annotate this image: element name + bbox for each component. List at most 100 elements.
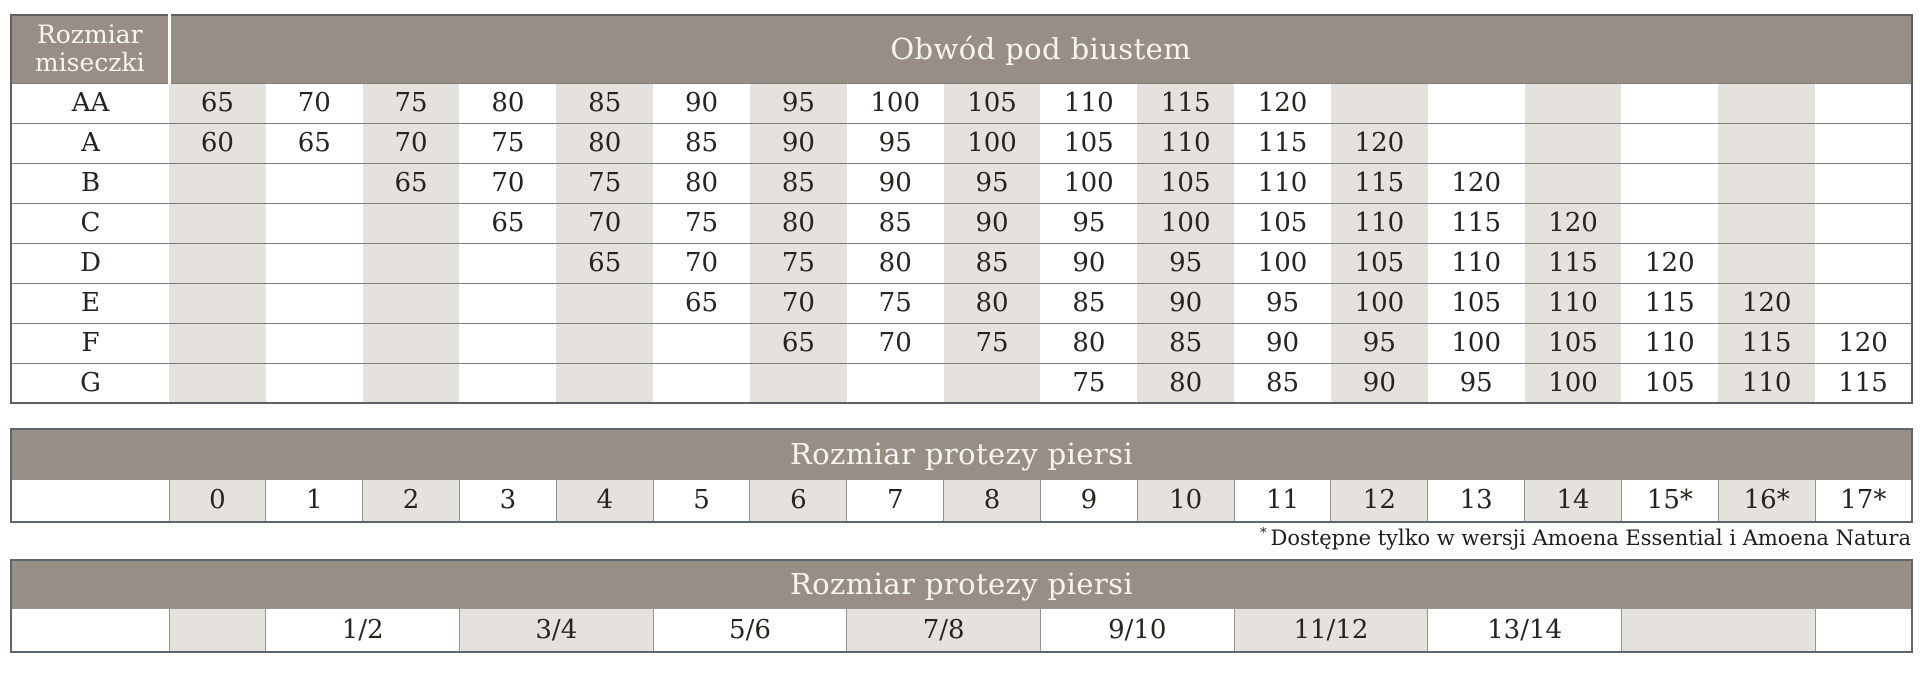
band-size-cell xyxy=(266,283,363,323)
paired-size-cell xyxy=(168,607,267,653)
band-size-cell xyxy=(1815,243,1912,283)
band-row: D 65 70 75 80 85 90 95 100 105 110 115 120 xyxy=(11,243,1912,283)
cup-size-label: F xyxy=(11,323,169,363)
footnote-text: Dostępne tylko w wersji Amoena Essential… xyxy=(1270,526,1911,550)
size-chart: Rozmiar miseczki Obwód pod biustem AA 65 7… xyxy=(10,14,1913,653)
empty-label-cell xyxy=(10,478,170,523)
band-row: E 65 70 75 80 85 90 95 100 105 110 115 120 xyxy=(11,283,1912,323)
band-size-cell: 70 xyxy=(556,203,654,243)
underbust-table-body: AA 65 70 75 80 85 90 95 100 105 110 115 120 A 60 65 70 75… xyxy=(11,83,1912,403)
underbust-header-row: Rozmiar miseczki Obwód pod biustem xyxy=(11,15,1912,83)
band-size-cell xyxy=(169,203,266,243)
band-size-cell xyxy=(1621,83,1718,123)
footnote: * Dostępne tylko w wersji Amoena Essentia… xyxy=(10,526,1913,556)
band-size-cell: 75 xyxy=(685,208,719,238)
band-size-cell: 85 xyxy=(878,208,912,238)
band-size-cell: 65 xyxy=(362,163,460,203)
band-size-cell: 95 xyxy=(749,83,847,123)
band-size-cell: 120 xyxy=(1257,88,1308,118)
cup-size-label: G xyxy=(11,363,169,403)
band-size-cell: 70 xyxy=(685,248,719,278)
band-size-cell: 100 xyxy=(1524,363,1622,403)
band-size-cell xyxy=(556,283,654,323)
prosthesis-size-cell: 6 xyxy=(749,478,848,523)
prosthesis-size-cell: 11 xyxy=(1233,478,1332,523)
paired-table-header: Rozmiar protezy piersi xyxy=(11,560,1912,608)
band-size-cell xyxy=(1330,83,1428,123)
paired-size-cell: 1/2 xyxy=(265,607,460,653)
band-size-cell: 85 xyxy=(685,128,719,158)
underbust-main-header: Obwód pod biustem xyxy=(169,15,1912,83)
prosthesis-size-cell: 15* xyxy=(1620,478,1719,523)
band-size-cell: 105 xyxy=(943,83,1041,123)
prosthesis-size-cell: 5 xyxy=(652,478,751,523)
band-size-cell xyxy=(266,243,363,283)
band-size-cell: 80 xyxy=(943,283,1041,323)
band-size-cell: 85 xyxy=(1137,323,1235,363)
cup-size-label: E xyxy=(11,283,169,323)
band-size-cell: 120 xyxy=(1524,203,1622,243)
cup-size-label: B xyxy=(11,163,169,203)
band-size-cell: 110 xyxy=(1451,248,1501,278)
prosthesis-size-cell: 17* xyxy=(1814,478,1913,523)
band-size-cell xyxy=(459,283,556,323)
prosthesis-size-cell: 12 xyxy=(1330,478,1429,523)
band-row: F 65 70 75 80 85 90 95 100 105 110 115 120 xyxy=(11,323,1912,363)
band-size-cell xyxy=(943,363,1041,403)
band-size-cell: 85 xyxy=(943,243,1041,283)
band-size-cell xyxy=(653,323,750,363)
band-size-cell: 90 xyxy=(1137,283,1235,323)
cup-size-label: D xyxy=(11,243,169,283)
band-size-cell xyxy=(556,363,654,403)
prosthesis-size-cell: 8 xyxy=(943,478,1041,523)
band-size-cell: 100 xyxy=(1064,168,1114,198)
band-size-cell: 115 xyxy=(1330,163,1428,203)
band-size-cell xyxy=(1524,83,1622,123)
band-size-cell: 95 xyxy=(1459,367,1493,398)
prosthesis-size-row: 0 1 2 3 4 5 6 7 8 9 10 11 12 13 14 15* 16* 17* xyxy=(10,478,1913,523)
band-size-cell: 115 xyxy=(1718,323,1816,363)
band-size-cell: 105 xyxy=(1064,128,1114,158)
band-size-cell xyxy=(1718,203,1816,243)
band-row: G 75 80 85 90 95 100 105 110 115 xyxy=(11,363,1912,403)
cup-size-label: A xyxy=(11,123,169,163)
band-size-cell xyxy=(169,163,266,203)
band-size-cell: 75 xyxy=(1072,367,1106,398)
prosthesis-size-cell: 14 xyxy=(1524,478,1622,523)
band-size-cell xyxy=(266,203,363,243)
band-size-cell xyxy=(1524,123,1622,163)
prosthesis-size-cell: 4 xyxy=(555,478,654,523)
band-row: C 65 70 75 80 85 90 95 100 105 110 115 120 xyxy=(11,203,1912,243)
band-size-cell xyxy=(1524,163,1622,203)
underbust-size-table: Rozmiar miseczki Obwód pod biustem AA 65 7… xyxy=(10,14,1913,404)
band-size-cell: 80 xyxy=(878,248,912,278)
band-size-cell xyxy=(1815,283,1912,323)
band-size-cell: 90 xyxy=(878,168,912,198)
empty-label-cell xyxy=(10,607,170,653)
paired-size-cell: 11/12 xyxy=(1233,607,1429,653)
band-size-cell xyxy=(1815,83,1912,123)
paired-prosthesis-size-table: Rozmiar protezy piersi 1/2 3/4 5/6 7/8 9/10 1… xyxy=(10,559,1913,653)
band-size-cell xyxy=(169,323,266,363)
band-size-cell: 115 xyxy=(1257,128,1308,158)
band-size-cell: 90 xyxy=(943,203,1041,243)
band-size-cell: 100 xyxy=(1257,248,1308,278)
band-size-cell: 85 xyxy=(749,163,847,203)
band-size-cell: 100 xyxy=(943,123,1041,163)
band-size-cell xyxy=(459,323,556,363)
band-size-cell: 120 xyxy=(1645,248,1695,278)
band-size-cell xyxy=(169,243,266,283)
prosthesis-size-cell: 16* xyxy=(1717,478,1816,523)
band-size-cell xyxy=(653,363,750,403)
band-size-cell xyxy=(362,203,460,243)
prosthesis-size-cell: 1 xyxy=(265,478,364,523)
band-row: AA 65 70 75 80 85 90 95 100 105 110 115 120 xyxy=(11,83,1912,123)
band-size-cell xyxy=(556,323,654,363)
band-size-cell xyxy=(1815,163,1912,203)
band-size-cell xyxy=(362,363,460,403)
band-size-cell: 100 xyxy=(1330,283,1428,323)
paired-header-row: Rozmiar protezy piersi xyxy=(11,560,1912,608)
prosthesis-table-header: Rozmiar protezy piersi xyxy=(11,429,1912,479)
band-size-cell: 105 xyxy=(1524,323,1622,363)
band-size-cell: 85 xyxy=(1072,288,1106,318)
